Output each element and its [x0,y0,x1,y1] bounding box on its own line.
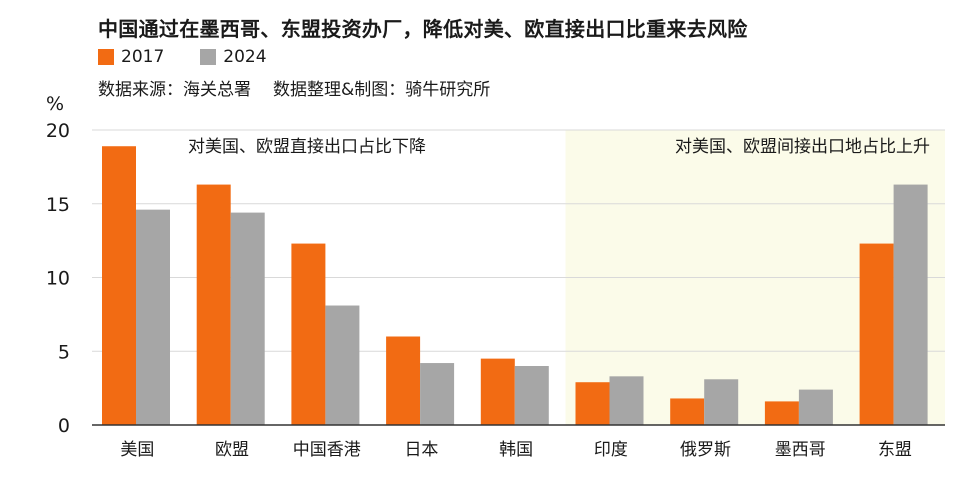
x-tick-label: 印度 [594,440,628,460]
y-axis-label: % [46,93,64,115]
bar-2024-4 [514,366,549,425]
bar-2017-4 [480,358,515,425]
bar-2017-3 [386,336,421,425]
bar-2017-5 [575,382,610,425]
legend-item-2017: 2017 [98,47,164,67]
y-tick-label: 5 [58,341,70,363]
x-tick-label: 中国香港 [293,440,361,460]
y-tick-label: 10 [46,268,70,290]
legend-swatch-2017 [98,49,114,65]
bar-2024-5 [609,376,644,425]
bar-2024-1 [230,212,265,425]
annotation-left: 对美国、欧盟直接出口占比下降 [188,137,426,157]
bar-2017-0 [102,146,136,425]
bar-2024-6 [704,379,739,425]
legend-swatch-2024 [200,49,217,65]
x-tick-label: 美国 [120,440,154,460]
bar-2017-8 [859,243,894,425]
bar-2017-1 [196,184,231,425]
bar-2017-6 [670,398,705,425]
bar-2024-3 [420,363,455,425]
x-tick-label: 墨西哥 [775,440,826,460]
x-tick-label: 韩国 [499,440,533,460]
x-tick-label: 日本 [404,440,438,460]
annotation-right: 对美国、欧盟间接出口地占比上升 [675,137,930,157]
bar-2024-2 [325,305,360,425]
bar-2017-2 [291,243,326,425]
y-tick-label: 15 [46,194,70,216]
bar-2024-7 [798,389,833,425]
source-line: 数据来源：海关总署 数据整理&制图：骑牛研究所 [98,75,490,100]
legend-item-2024: 2024 [200,47,267,67]
legend: 2017 2024 [98,47,303,67]
legend-label-2017: 2017 [121,47,165,67]
y-tick-label: 20 [46,120,70,142]
producer-text: 数据整理&制图：骑牛研究所 [273,80,491,100]
x-tick-label: 欧盟 [215,440,249,460]
y-tick-label: 0 [58,415,70,437]
bar-2024-8 [893,184,928,425]
chart-title: 中国通过在墨西哥、东盟投资办厂，降低对美、欧直接出口比重来去风险 [98,17,748,41]
bar-2024-0 [136,209,170,425]
x-tick-label: 东盟 [878,440,912,460]
legend-label-2024: 2024 [223,47,267,67]
x-tick-label: 俄罗斯 [680,440,731,460]
source-text: 数据来源：海关总署 [98,80,251,100]
bar-2017-7 [764,401,799,425]
